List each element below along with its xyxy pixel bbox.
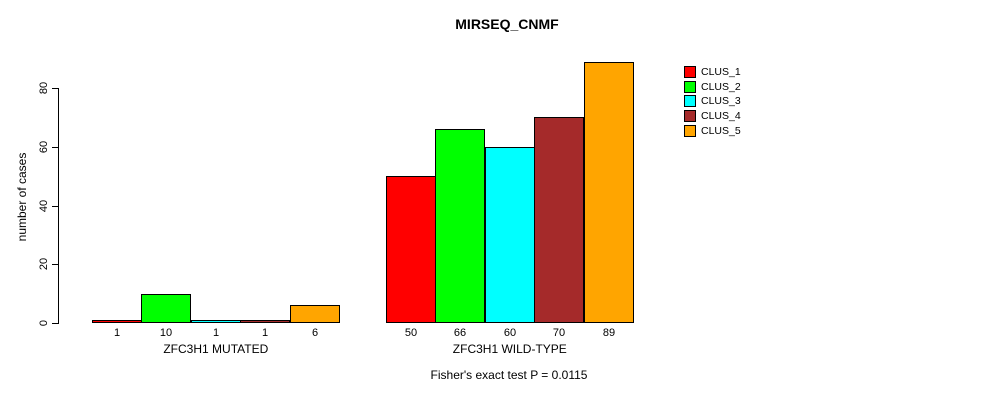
bar [290, 305, 340, 323]
legend-label: CLUS_1 [701, 66, 741, 79]
legend-row: CLUS_1 [684, 65, 741, 80]
bar-value-label: 1 [113, 327, 121, 339]
bar-value-label: 50 [404, 327, 418, 339]
legend-row: CLUS_3 [684, 94, 741, 109]
legend-swatch [684, 80, 696, 93]
y-tick-label: 40 [38, 199, 50, 213]
group-label: ZFC3H1 MUTATED [163, 342, 269, 356]
bar-value-label: 66 [453, 327, 467, 339]
group-label: ZFC3H1 WILD-TYPE [452, 342, 567, 356]
legend-swatch [684, 124, 696, 137]
legend-swatch [684, 110, 696, 123]
bar-value-label: 1 [212, 327, 220, 339]
bar-value-label: 89 [602, 327, 616, 339]
chart-title: MIRSEQ_CNMF [455, 16, 559, 32]
y-tick-mark [52, 264, 58, 265]
legend-row: CLUS_5 [684, 123, 741, 138]
legend-row: CLUS_2 [684, 80, 741, 95]
bar [485, 147, 535, 323]
legend: CLUS_1 CLUS_2 CLUS_3 CLUS_4 CLUS_5 [684, 65, 741, 138]
y-tick-label: 0 [38, 319, 50, 327]
y-tick-label: 20 [38, 257, 50, 271]
legend-swatch [684, 66, 696, 79]
bar [386, 176, 436, 323]
bar-value-label: 60 [503, 327, 517, 339]
bar [240, 320, 290, 323]
y-tick-label: 80 [38, 81, 50, 95]
y-tick-mark [52, 88, 58, 89]
y-axis-label: number of cases [15, 152, 29, 242]
bar [584, 62, 634, 323]
bar-value-label: 70 [552, 327, 566, 339]
legend-label: CLUS_2 [701, 80, 741, 93]
y-tick-mark [52, 323, 58, 324]
bar [141, 294, 191, 323]
annotation-text: Fisher's exact test P = 0.0115 [430, 368, 588, 382]
legend-label: CLUS_5 [701, 124, 741, 137]
bar-value-label: 10 [159, 327, 173, 339]
bar-value-label: 6 [311, 327, 319, 339]
y-tick-mark [52, 206, 58, 207]
legend-label: CLUS_3 [701, 95, 741, 108]
y-tick-label: 60 [38, 140, 50, 154]
bar [191, 320, 241, 323]
legend-row: CLUS_4 [684, 109, 741, 124]
legend-swatch [684, 95, 696, 108]
y-axis-line [58, 88, 59, 324]
bar [92, 320, 142, 323]
legend-label: CLUS_4 [701, 110, 741, 123]
bar-value-label: 1 [261, 327, 269, 339]
y-tick-mark [52, 147, 58, 148]
bar [435, 129, 485, 323]
bar [534, 117, 584, 323]
